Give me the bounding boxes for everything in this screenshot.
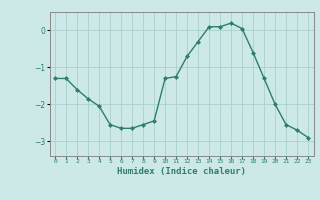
X-axis label: Humidex (Indice chaleur): Humidex (Indice chaleur) (117, 167, 246, 176)
